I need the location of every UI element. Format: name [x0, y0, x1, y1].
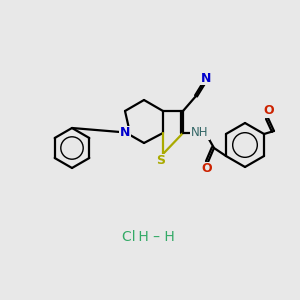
Text: S: S — [157, 154, 166, 167]
Text: O: O — [264, 104, 274, 118]
Text: NH: NH — [191, 127, 209, 140]
Text: O: O — [202, 163, 212, 176]
Text: Cl H – H: Cl H – H — [122, 230, 174, 244]
Text: N: N — [120, 127, 130, 140]
Text: N: N — [201, 71, 211, 85]
